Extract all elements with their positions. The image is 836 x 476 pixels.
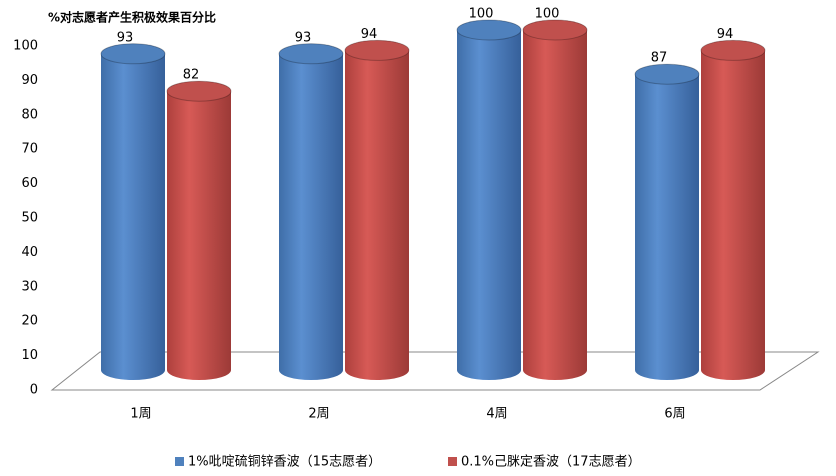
bar-top (634, 63, 700, 85)
bar (345, 40, 409, 381)
bar (457, 20, 521, 380)
y-tick-label: 70 (21, 142, 38, 157)
chart-title: %对志愿者产生积极效果百分比 (48, 10, 216, 25)
bar (635, 64, 699, 380)
y-tick-label: 10 (21, 348, 38, 363)
data-label: 82 (183, 68, 200, 83)
data-label: 100 (469, 7, 494, 22)
legend-swatch (448, 457, 457, 466)
bar-top (278, 43, 344, 65)
data-label: 94 (717, 27, 734, 42)
floor (50, 351, 820, 391)
y-tick-label: 100 (13, 39, 38, 54)
legend-label: 0.1%己脒定香波（17志愿者） (461, 455, 641, 470)
data-label: 93 (117, 30, 134, 45)
bar (279, 43, 343, 381)
x-tick-label: 2周 (308, 407, 329, 422)
bar-top (700, 39, 766, 61)
legend-label: 1%吡啶硫铜锌香波（15志愿者） (188, 455, 381, 470)
bar-top (522, 19, 588, 41)
bar-top (100, 43, 166, 65)
bar (523, 20, 587, 380)
y-tick-label: 20 (21, 314, 38, 329)
y-tick-label: 90 (21, 73, 38, 88)
bar (101, 43, 165, 381)
x-tick-label: 6周 (664, 407, 685, 422)
data-label: 94 (361, 27, 378, 42)
bar-top (166, 80, 232, 102)
data-label: 87 (651, 51, 668, 66)
bar (167, 81, 231, 380)
y-tick-label: 30 (21, 279, 38, 294)
y-tick-label: 0 (30, 383, 38, 398)
y-tick-label: 60 (21, 176, 38, 191)
data-label: 93 (295, 30, 312, 45)
legend-swatch (175, 457, 184, 466)
y-tick-label: 80 (21, 107, 38, 122)
x-tick-label: 4周 (486, 407, 507, 422)
y-tick-label: 40 (21, 245, 38, 260)
data-label: 100 (535, 7, 560, 22)
bar (701, 40, 765, 381)
x-tick-label: 1周 (130, 407, 151, 422)
bar-top (344, 39, 410, 61)
y-tick-label: 50 (21, 211, 38, 226)
bar-top (456, 19, 522, 41)
